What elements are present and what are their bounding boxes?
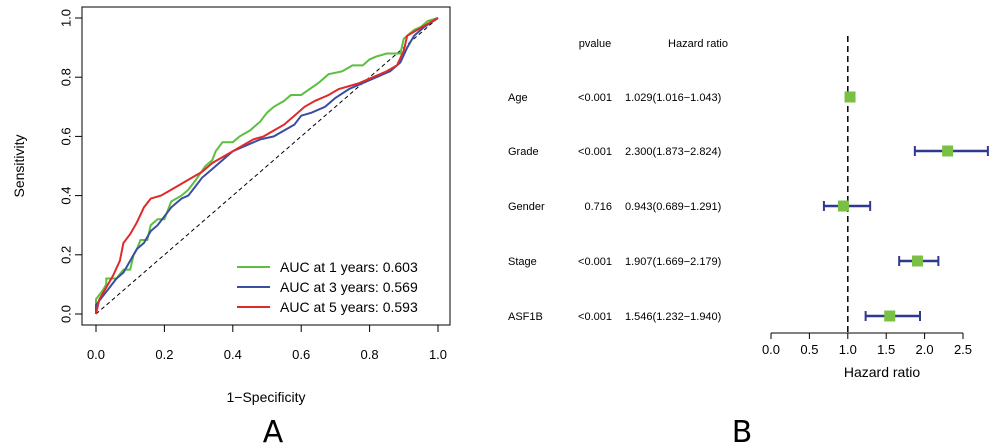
- forest-row-pvalue: <0.001: [578, 311, 612, 323]
- forest-row-pvalue: <0.001: [578, 256, 612, 268]
- roc-chart: 0.0 0.2 0.4 0.6 0.8 1.0 0.0 0.2 0.4 0.6 0.8 1.0 1−…: [11, 6, 451, 448]
- forest-x-tick-label: 1.0: [839, 342, 857, 357]
- roc-legend: AUC at 1 years: 0.603 AUC at 3 years: 0.5…: [237, 259, 418, 315]
- forest-plot: pvalue Hazard ratio Age <0.001 1.029(1.016…: [508, 36, 989, 448]
- roc-x-tick-label: 0.4: [224, 347, 242, 362]
- roc-x-tick-label: 0.8: [361, 347, 379, 362]
- forest-hr-marker: [911, 255, 923, 267]
- forest-row-label: Age: [508, 92, 528, 104]
- forest-row-label: Gender: [508, 201, 545, 213]
- forest-marks: [822, 91, 989, 322]
- roc-x-tick-label: 0.0: [87, 347, 105, 362]
- roc-legend-label-3: AUC at 5 years: 0.593: [280, 299, 418, 315]
- roc-x-tick-label: 0.6: [292, 347, 310, 362]
- forest-row-hazard-ratio: 1.546(1.232−1.940): [625, 311, 721, 323]
- forest-row-pvalue: <0.001: [578, 92, 612, 104]
- forest-rows: Age <0.001 1.029(1.016−1.043) Grade <0.001 2.…: [508, 92, 721, 323]
- roc-diagonal-reference: [95, 17, 439, 315]
- forest-hr-marker: [844, 91, 856, 103]
- roc-series-group: [95, 17, 439, 315]
- forest-row-pvalue: 0.716: [584, 201, 612, 213]
- roc-y-tick-label: 0.6: [59, 127, 74, 145]
- roc-y-tick-label: 0.2: [59, 246, 74, 264]
- roc-x-tick-label: 1.0: [429, 347, 447, 362]
- forest-hr-marker: [884, 310, 896, 322]
- panel-letter-b: B: [732, 415, 753, 448]
- roc-y-tick-label: 0.0: [59, 305, 74, 323]
- roc-y-axis-title: Sensitivity: [11, 134, 27, 197]
- roc-y-axis: 0.0 0.2 0.4 0.6 0.8 1.0: [59, 9, 83, 323]
- roc-series-line-3: [95, 17, 439, 315]
- forest-row-label: Grade: [508, 146, 539, 158]
- forest-x-tick-label: 0.5: [800, 342, 818, 357]
- forest-hr-marker: [942, 145, 954, 157]
- roc-x-axis-title: 1−Specificity: [227, 389, 306, 405]
- forest-row-label: Stage: [508, 256, 537, 268]
- forest-header-pvalue: pvalue: [579, 38, 611, 50]
- panel-letter-a: A: [263, 415, 284, 448]
- forest-row-hazard-ratio: 0.943(0.689−1.291): [625, 201, 721, 213]
- roc-legend-label-1: AUC at 1 years: 0.603: [280, 259, 418, 275]
- forest-x-axis: 0.0 0.5 1.0 1.5 2.0 2.5: [762, 332, 972, 357]
- forest-x-tick-label: 2.0: [916, 342, 934, 357]
- roc-plot-frame: [81, 6, 451, 326]
- roc-x-axis: 0.0 0.2 0.4 0.6 0.8 1.0: [87, 324, 447, 362]
- forest-x-tick-label: 1.5: [877, 342, 895, 357]
- forest-row-pvalue: <0.001: [578, 146, 612, 158]
- forest-header-hazard-ratio: Hazard ratio: [668, 38, 728, 50]
- roc-legend-label-2: AUC at 3 years: 0.569: [280, 279, 418, 295]
- forest-row-hazard-ratio: 1.907(1.669−2.179): [625, 256, 721, 268]
- forest-hr-marker: [837, 200, 849, 212]
- forest-row-hazard-ratio: 2.300(1.873−2.824): [625, 146, 721, 158]
- roc-y-tick-label: 0.4: [59, 187, 74, 205]
- roc-series-line-2: [95, 17, 439, 314]
- roc-x-tick-label: 0.2: [155, 347, 173, 362]
- forest-row-label: ASF1B: [508, 311, 543, 323]
- roc-y-tick-label: 1.0: [59, 9, 74, 27]
- forest-x-axis-title: Hazard ratio: [844, 364, 920, 380]
- roc-series-line-1: [95, 17, 439, 314]
- roc-y-tick-label: 0.8: [59, 68, 74, 86]
- forest-row-hazard-ratio: 1.029(1.016−1.043): [625, 92, 721, 104]
- forest-x-tick-label: 0.0: [762, 342, 780, 357]
- forest-x-tick-label: 2.5: [954, 342, 972, 357]
